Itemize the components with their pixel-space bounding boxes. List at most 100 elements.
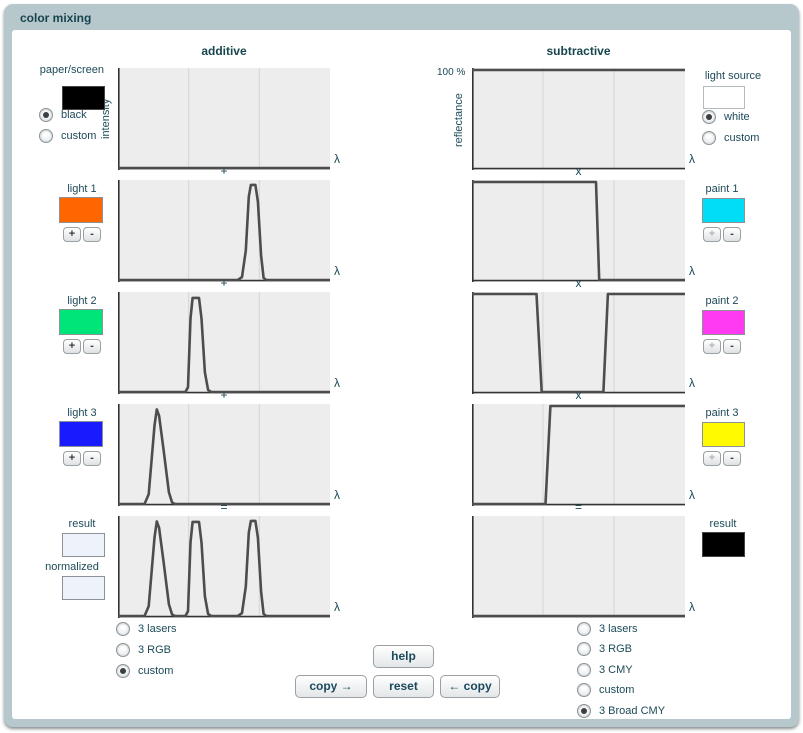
radio-label: 3 Broad CMY: [599, 705, 666, 717]
subtractive-result-spectrum-chart: [472, 516, 685, 618]
radio-label: 3 lasers: [599, 623, 638, 635]
paper-screen-label: paper/screen: [39, 64, 104, 76]
normalized-result-swatch: [62, 576, 105, 600]
subtractive-preset-3-rgb-radio[interactable]: 3 RGB: [577, 642, 632, 656]
light-3-swatch: [59, 421, 103, 447]
radio-dot-icon: [39, 108, 53, 122]
operator-plus: +: [220, 276, 228, 290]
operator-equals: =: [220, 500, 228, 514]
radio-label: custom: [138, 665, 174, 677]
radio-dot-icon: [577, 642, 591, 656]
light-source-swatch: [703, 86, 745, 109]
lambda-label: λ: [689, 152, 695, 166]
radio-label: black: [61, 109, 87, 121]
lambda-label: λ: [334, 152, 340, 166]
paint-3-label: paint 3: [705, 407, 739, 419]
title-bar: color mixing: [4, 4, 799, 30]
subtractive-column-header: subtractive: [546, 44, 611, 58]
light-source-spectrum-chart[interactable]: [472, 68, 685, 170]
radio-label: 3 RGB: [599, 643, 633, 655]
subtractive-preset-3-broad-cmy-radio[interactable]: 3 Broad CMY: [577, 704, 665, 718]
radio-dot-icon: [116, 622, 130, 636]
paper-screen-swatch: [62, 86, 105, 110]
lambda-label: λ: [334, 600, 340, 614]
reflectance-axis-label: reflectance: [453, 93, 465, 147]
radio-dot-icon: [577, 704, 591, 718]
paint-2-swatch: [702, 310, 745, 335]
subtractive-result-swatch: [702, 532, 745, 557]
additive-preset-custom-radio[interactable]: custom: [116, 664, 173, 678]
radio-label: custom: [61, 130, 97, 142]
lambda-label: λ: [689, 488, 695, 502]
paint-3-decrease-button[interactable]: -: [723, 451, 741, 466]
light-1-spectrum-chart[interactable]: [118, 180, 330, 282]
paint-1-increase-button[interactable]: +: [703, 227, 721, 242]
light-2-label: light 2: [67, 295, 97, 307]
radio-dot-icon: [702, 131, 716, 145]
paint-2-label: paint 2: [705, 295, 739, 307]
light-1-swatch: [59, 197, 103, 223]
reset-button[interactable]: reset: [373, 675, 434, 698]
radio-label: 3 CMY: [599, 664, 633, 676]
help-button[interactable]: help: [373, 645, 434, 668]
lambda-label: λ: [334, 488, 340, 502]
radio-dot-icon: [116, 664, 130, 678]
light-1-decrease-button[interactable]: -: [83, 227, 101, 242]
paper-screen-black-radio[interactable]: black: [39, 108, 87, 122]
radio-dot-icon: [116, 643, 130, 657]
additive-result-swatch: [62, 533, 105, 557]
subtractive-preset-3-lasers-radio[interactable]: 3 lasers: [577, 622, 638, 636]
paint-1-reflectance-chart[interactable]: [472, 180, 685, 282]
paint-1-decrease-button[interactable]: -: [723, 227, 741, 242]
light-source-label: light source: [704, 70, 762, 82]
additive-preset-3-rgb-radio[interactable]: 3 RGB: [116, 643, 171, 657]
operator-plus: +: [220, 164, 228, 178]
lambda-label: λ: [334, 376, 340, 390]
light-2-swatch: [59, 309, 103, 335]
radio-label: custom: [724, 132, 760, 144]
paint-3-reflectance-chart[interactable]: [472, 404, 685, 506]
light-3-increase-button[interactable]: +: [63, 451, 81, 466]
lambda-label: λ: [689, 264, 695, 278]
radio-dot-icon: [702, 110, 716, 124]
light-2-spectrum-chart[interactable]: [118, 292, 330, 394]
light-2-increase-button[interactable]: +: [63, 339, 81, 354]
radio-dot-icon: [577, 683, 591, 697]
operator-times: x: [575, 276, 582, 290]
light-3-label: light 3: [67, 407, 97, 419]
operator-times: x: [575, 388, 582, 402]
paint-2-increase-button[interactable]: +: [703, 339, 721, 354]
operator-plus: +: [220, 388, 228, 402]
light-3-spectrum-chart[interactable]: [118, 404, 330, 506]
radio-label: white: [724, 111, 750, 123]
subtractive-preset-custom-radio[interactable]: custom: [577, 683, 634, 697]
paint-1-swatch: [702, 198, 745, 223]
subtractive-result-label: result: [709, 518, 737, 530]
additive-column-header: additive: [201, 44, 247, 58]
light-3-decrease-button[interactable]: -: [83, 451, 101, 466]
light-2-decrease-button[interactable]: -: [83, 339, 101, 354]
radio-label: 3 lasers: [138, 623, 177, 635]
paper-screen-spectrum-chart[interactable]: [118, 68, 330, 170]
radio-label: custom: [599, 684, 635, 696]
light-source-custom-radio[interactable]: custom: [702, 131, 759, 145]
additive-preset-3-lasers-radio[interactable]: 3 lasers: [116, 622, 177, 636]
additive-result-spectrum-chart: [118, 516, 330, 618]
light-source-white-radio[interactable]: white: [702, 110, 750, 124]
paint-3-increase-button[interactable]: +: [703, 451, 721, 466]
radio-dot-icon: [577, 663, 591, 677]
subtractive-preset-3-cmy-radio[interactable]: 3 CMY: [577, 663, 633, 677]
paint-2-reflectance-chart[interactable]: [472, 292, 685, 394]
hundred-percent-label: 100 %: [437, 67, 466, 78]
light-1-increase-button[interactable]: +: [63, 227, 81, 242]
copy-to-subtractive-button[interactable]: copy →: [295, 675, 367, 698]
radio-dot-icon: [577, 622, 591, 636]
paint-3-swatch: [702, 422, 745, 447]
radio-dot-icon: [39, 129, 53, 143]
light-1-label: light 1: [67, 183, 97, 195]
copy-to-additive-button[interactable]: ← copy: [440, 675, 500, 698]
paint-2-decrease-button[interactable]: -: [723, 339, 741, 354]
paper-screen-custom-radio[interactable]: custom: [39, 129, 96, 143]
operator-times: x: [575, 164, 582, 178]
